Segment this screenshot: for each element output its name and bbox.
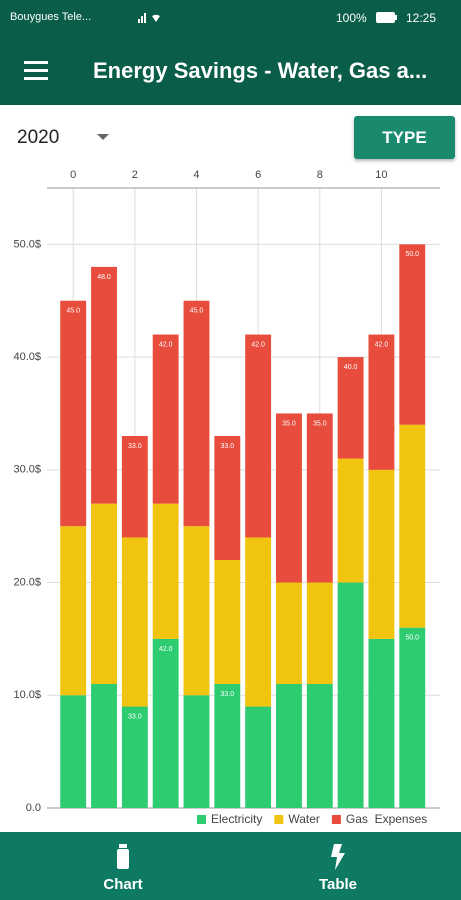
total-label: 45.0 bbox=[190, 308, 204, 315]
bar-segment bbox=[121, 537, 148, 707]
legend-label: Gas Expenses bbox=[346, 812, 427, 826]
bar-segment bbox=[245, 706, 272, 808]
dropdown-arrow[interactable] bbox=[97, 134, 109, 142]
bar-segment bbox=[306, 582, 333, 684]
legend-label: Water bbox=[288, 812, 320, 826]
bar-segment bbox=[152, 503, 179, 639]
bar-segment bbox=[214, 684, 241, 808]
bar-segment bbox=[337, 458, 364, 583]
bar-segment bbox=[368, 334, 395, 470]
y-tick-label: 20.0$ bbox=[13, 576, 41, 588]
x-tick-label: 2 bbox=[132, 169, 138, 181]
total-label: 45.0 bbox=[66, 308, 80, 315]
bottom-nav: Chart Table bbox=[0, 832, 461, 900]
bar-segment bbox=[276, 684, 302, 808]
total-label: 35.0 bbox=[282, 420, 296, 427]
bar-segment bbox=[152, 638, 179, 808]
inner-label: 33.0 bbox=[221, 691, 235, 698]
bar-segment bbox=[245, 537, 272, 707]
table-icon bbox=[331, 844, 345, 870]
bar-segment bbox=[60, 695, 87, 808]
bar-segment bbox=[399, 244, 426, 425]
bar-segment bbox=[121, 436, 148, 538]
clock: 12:25 bbox=[406, 11, 437, 25]
bar-segment bbox=[214, 560, 241, 684]
total-label: 33.0 bbox=[128, 443, 142, 450]
status-bar: Bouygues Tele... 100% 12:25 bbox=[0, 0, 461, 36]
battery-icon bbox=[376, 12, 397, 23]
y-tick-label: 30.0$ bbox=[13, 464, 41, 476]
bar-segment bbox=[60, 300, 87, 527]
total-label: 42.0 bbox=[375, 341, 389, 348]
bar-segment bbox=[276, 413, 302, 583]
bar-segment bbox=[214, 436, 241, 560]
nav-table[interactable]: Table bbox=[318, 876, 358, 893]
x-tick-label: 0 bbox=[70, 169, 76, 181]
bar-segment bbox=[183, 695, 210, 808]
legend-swatch bbox=[197, 815, 206, 824]
bar-segment bbox=[276, 582, 302, 684]
legend-swatch bbox=[274, 815, 284, 824]
legend-swatch bbox=[331, 815, 341, 824]
carrier: Bouygues Tele... bbox=[10, 11, 92, 23]
total-label: 35.0 bbox=[313, 420, 327, 427]
bar-segment bbox=[368, 469, 395, 639]
bar-segment bbox=[60, 526, 87, 696]
total-label: 42.0 bbox=[251, 341, 265, 348]
y-tick-label: 40.0$ bbox=[13, 351, 41, 363]
battery: 100% bbox=[336, 11, 367, 25]
menu-button[interactable] bbox=[24, 61, 50, 81]
bar-segment bbox=[91, 503, 117, 684]
total-label: 40.0 bbox=[344, 364, 358, 371]
bar-segment bbox=[306, 684, 333, 808]
nav-chart[interactable]: Chart bbox=[103, 876, 143, 893]
bar-segment bbox=[91, 684, 117, 808]
x-tick-label: 4 bbox=[193, 169, 199, 181]
year-dropdown[interactable]: 2020 bbox=[17, 127, 59, 149]
y-tick-label: 50.0$ bbox=[13, 238, 41, 250]
x-tick-label: 6 bbox=[255, 169, 261, 181]
bar-segment bbox=[121, 706, 148, 808]
y-tick-label: 10.0$ bbox=[13, 689, 41, 701]
total-label: 33.0 bbox=[221, 443, 235, 450]
inner-label: 42.0 bbox=[159, 646, 173, 653]
y-tick-label: 0.0 bbox=[26, 802, 41, 814]
bar-segment bbox=[306, 413, 333, 583]
bar-segment bbox=[337, 357, 364, 459]
total-label: 42.0 bbox=[159, 341, 173, 348]
total-label: 48.0 bbox=[97, 274, 111, 281]
type-label: TYPE bbox=[382, 127, 427, 147]
bar-segment bbox=[368, 638, 395, 808]
bar-segment bbox=[399, 424, 426, 628]
bar-segment bbox=[399, 627, 426, 808]
signal-icons bbox=[138, 13, 160, 23]
chart: 0.0 10.0$ 20.0$ 30.0$ 40.0$ 50.0$ 0 2 4 6 8 10 45.0 4… bbox=[13, 169, 440, 826]
chart-icon bbox=[117, 844, 129, 869]
type-button[interactable]: TYPE bbox=[354, 116, 455, 159]
app-title: Energy Savings - Water, Gas a... bbox=[93, 58, 428, 83]
bar-segment bbox=[183, 526, 210, 696]
inner-label: 33.0 bbox=[128, 713, 142, 720]
bar-segment bbox=[245, 334, 272, 538]
bar-segment bbox=[183, 300, 210, 527]
bar-segment bbox=[91, 266, 117, 504]
bar-segment bbox=[152, 334, 179, 504]
total-label: 50.0 bbox=[405, 251, 419, 258]
app-bar: Energy Savings - Water, Gas a... bbox=[0, 36, 461, 105]
bar-segment bbox=[337, 582, 364, 808]
x-tick-label: 10 bbox=[375, 169, 387, 181]
year-value: 2020 bbox=[17, 127, 60, 148]
x-tick-label: 8 bbox=[317, 169, 323, 181]
legend-label: Electricity bbox=[211, 812, 262, 826]
inner-label: 50.0 bbox=[405, 634, 419, 641]
